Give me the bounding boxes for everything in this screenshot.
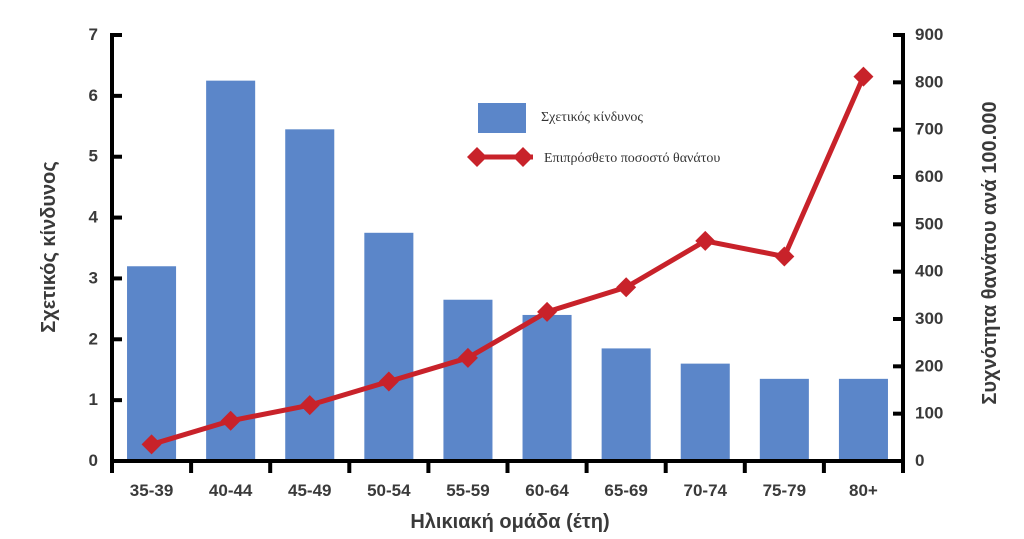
- line-point-60-64: [537, 301, 558, 322]
- y2-tick-label: 800: [915, 72, 943, 91]
- y-tick-label: 3: [89, 268, 98, 287]
- bar-60-64: [522, 314, 572, 461]
- bar-40-44: [206, 80, 256, 462]
- x-tick-label: 55-59: [446, 481, 489, 500]
- line-point-75-79: [774, 246, 795, 267]
- line-point-65-69: [616, 277, 637, 298]
- bar-75-79: [759, 378, 809, 461]
- y2-tick-label: 100: [915, 404, 943, 423]
- legend-marker-left: [467, 147, 487, 167]
- bar-70-74: [680, 363, 730, 461]
- y-tick-label: 2: [89, 329, 98, 348]
- x-tick-label: 45-49: [288, 481, 331, 500]
- x-tick-label: 40-44: [209, 481, 253, 500]
- y2-tick-label: 200: [915, 356, 943, 375]
- line-point-35-39: [141, 434, 162, 455]
- legend-swatch-bar: [478, 103, 526, 133]
- y2-tick-label: 700: [915, 120, 943, 139]
- line-point-45-49: [299, 395, 320, 416]
- legend-label-line: Επιπρόσθετο ποσοστό θανάτου: [544, 151, 720, 166]
- death-rate-line: [150, 75, 866, 447]
- y2-tick-label: 900: [915, 25, 943, 44]
- legend-label-bar: Σχετικός κίνδυνος: [541, 110, 643, 125]
- y-tick-label: 4: [89, 208, 99, 227]
- legend: Σχετικός κίνδυνος Επιπρόσθετο ποσοστό θα…: [467, 103, 720, 167]
- line-point-80+: [853, 66, 874, 87]
- y2-tick-label: 0: [915, 451, 924, 470]
- line-point-50-54: [378, 371, 399, 392]
- axes: 0 1 2 3 4 5 6 7 0 100 200 300 400 500 600 700 800 900 35-3…: [89, 25, 944, 500]
- bar-55-59: [443, 299, 493, 461]
- x-tick-label: 70-74: [684, 481, 728, 500]
- line-point-40-44: [220, 410, 241, 431]
- y-tick-label: 7: [89, 25, 98, 44]
- y2-tick-label: 400: [915, 262, 943, 281]
- y2-axis-title: Συχνότητα θανάτου ανά 100.000: [979, 101, 1001, 404]
- x-tick-label: 75-79: [763, 481, 806, 500]
- x-tick-label: 60-64: [525, 481, 569, 500]
- bar-50-54: [364, 232, 414, 461]
- y-tick-label: 5: [89, 147, 98, 166]
- bar-series: [127, 80, 888, 462]
- x-tick-label: 80+: [849, 481, 878, 500]
- bar-80+: [838, 378, 888, 461]
- x-tick-label: 50-54: [367, 481, 411, 500]
- bar-65-69: [601, 348, 651, 461]
- y-tick-label: 1: [89, 390, 98, 409]
- y2-tick-label: 300: [915, 309, 943, 328]
- x-axis-title: Ηλικιακή ομάδα (έτη): [410, 511, 609, 533]
- y2-tick-label: 600: [915, 167, 943, 186]
- y2-tick-label: 500: [915, 214, 943, 233]
- legend-marker-right: [513, 147, 533, 167]
- x-tick-label: 35-39: [130, 481, 173, 500]
- y-axis-title: Σχετικός κίνδυνος: [38, 161, 60, 333]
- line-point-70-74: [695, 230, 716, 251]
- line-point-55-59: [457, 347, 478, 368]
- x-tick-label: 65-69: [604, 481, 647, 500]
- y-tick-label: 0: [89, 451, 98, 470]
- line-series: [141, 66, 874, 455]
- y-tick-label: 6: [89, 86, 98, 105]
- bar-35-39: [127, 266, 177, 461]
